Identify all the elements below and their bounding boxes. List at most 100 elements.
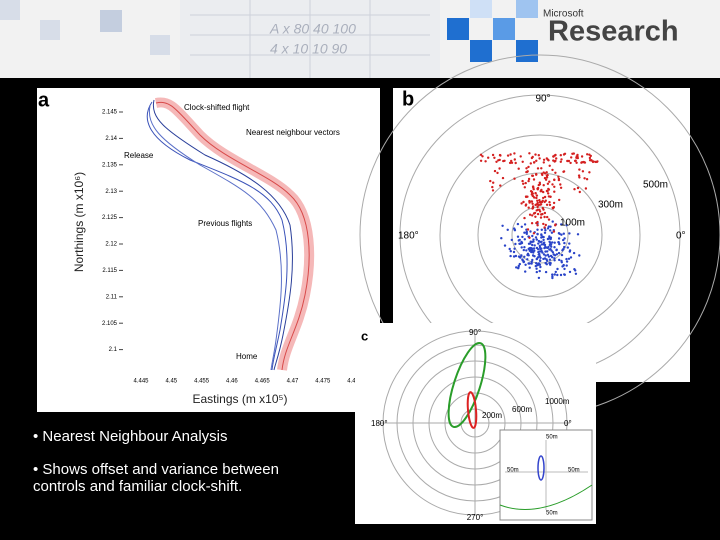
dot [537, 154, 540, 157]
annotation: Clock-shifted flight [184, 103, 250, 112]
dot [549, 254, 553, 258]
dot [526, 253, 529, 257]
inset-label: 50m [568, 468, 580, 474]
dot [489, 179, 492, 183]
dot [544, 199, 547, 202]
dot [561, 249, 564, 252]
dot [575, 161, 578, 164]
dot [578, 176, 581, 179]
y-axis-label: Northings (m x10⁶) [72, 172, 86, 272]
dot [548, 243, 552, 247]
dot [532, 240, 535, 243]
dot [549, 263, 552, 266]
dot [551, 183, 554, 186]
dot [549, 225, 552, 228]
inset: 50m 50m 50m 50m [499, 429, 593, 521]
dot [539, 190, 542, 193]
dot [500, 237, 503, 240]
inset-label: 50m [546, 435, 558, 441]
dot [551, 241, 554, 244]
dot [535, 194, 539, 197]
dot [543, 231, 547, 234]
dot [545, 263, 548, 266]
dot [534, 192, 537, 195]
dot [553, 241, 556, 244]
dot [516, 235, 520, 238]
dot [531, 206, 535, 210]
dot [535, 209, 538, 212]
dot [533, 196, 536, 199]
dot [541, 206, 544, 210]
dot [578, 190, 581, 194]
dot [523, 231, 526, 234]
dot [503, 159, 506, 162]
angle-label: 0° [676, 231, 686, 242]
dot [566, 246, 569, 249]
dot [520, 202, 523, 205]
dot [558, 258, 561, 262]
dot [553, 254, 557, 257]
dot [539, 256, 542, 259]
dot [544, 229, 547, 232]
dot [524, 181, 527, 185]
dot [537, 183, 540, 187]
dot [487, 156, 490, 159]
dot [508, 247, 511, 251]
dot [588, 171, 591, 174]
dot [565, 257, 568, 261]
dot [542, 158, 546, 161]
dot [542, 243, 545, 246]
dot [544, 254, 547, 257]
dot [585, 178, 589, 181]
dot [569, 256, 573, 259]
dot [559, 183, 562, 186]
dot [528, 199, 531, 203]
dot [517, 267, 520, 270]
dot [589, 154, 592, 158]
dot [537, 276, 541, 280]
dot [586, 153, 589, 156]
y-tick-label: 2.11 [106, 294, 118, 300]
dot [533, 244, 536, 247]
dot [540, 249, 543, 253]
dot [547, 255, 551, 258]
dot [573, 159, 577, 163]
dot [506, 228, 509, 231]
x-tick-label: 4.465 [255, 379, 271, 385]
dot [543, 211, 547, 215]
dot [553, 257, 556, 260]
dot [543, 215, 546, 219]
dot [539, 247, 542, 251]
dot [519, 256, 522, 259]
dot [527, 206, 530, 209]
y-tick-label: 2.115 [102, 268, 117, 274]
y-tick-label: 2.135 [102, 162, 118, 168]
dot [523, 216, 526, 220]
dot [531, 258, 534, 262]
dot [545, 203, 549, 206]
dot [551, 168, 554, 172]
dot [550, 245, 553, 248]
dot [536, 188, 539, 191]
dot [554, 223, 557, 226]
dot [548, 203, 552, 207]
dot [563, 237, 566, 240]
dot [531, 174, 535, 177]
dot [537, 253, 541, 256]
red-ellipse [466, 391, 478, 429]
dot [535, 257, 538, 261]
dot [518, 262, 521, 266]
dot [542, 196, 545, 200]
dot [522, 182, 525, 185]
dot [550, 249, 553, 252]
dot [565, 260, 569, 263]
dot [546, 237, 550, 241]
dot [535, 159, 538, 162]
dot [557, 178, 561, 182]
dot [529, 162, 532, 165]
dot [535, 270, 538, 274]
x-tick-label: 4.445 [133, 379, 149, 385]
dot [568, 249, 572, 252]
angle-label: 180° [398, 231, 419, 242]
